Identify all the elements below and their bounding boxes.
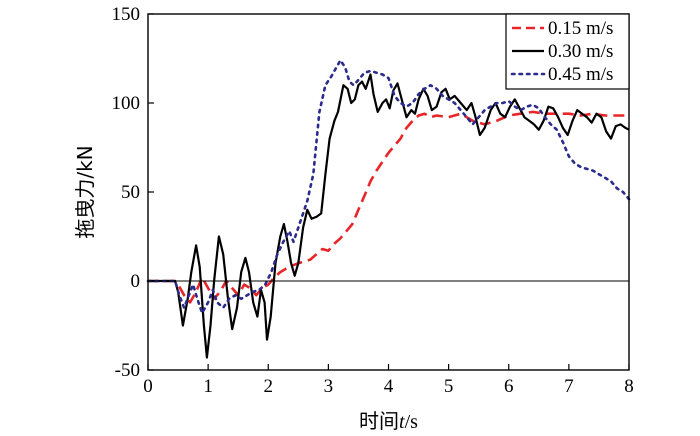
x-tick-label: 5 [444,376,454,397]
x-axis-label-unit: /s [405,411,419,433]
y-tick-label: -50 [115,360,140,381]
series-line-3 [146,59,631,315]
legend: 0.15 m/s0.30 m/s0.45 m/s [505,13,630,90]
y-axis-label: 拖曳力/kN [73,145,97,238]
y-tick-label: 150 [112,4,141,25]
series-line-1 [148,110,629,304]
y-tick-label: 50 [121,182,140,203]
x-tick-label: 4 [384,376,394,397]
legend-label: 0.30 m/s [548,41,613,62]
x-tick-label: 2 [264,376,274,397]
legend-label: 0.15 m/s [548,18,613,39]
x-tick-labels: 0 1 2 3 4 5 6 7 8 [143,376,634,397]
x-tick-label: 1 [203,376,213,397]
series-line-2 [148,73,630,359]
axis-ticks [147,13,630,371]
x-tick-label: 0 [143,376,153,397]
y-tick-labels: -50 0 50 100 150 [112,4,141,381]
plot-lines [146,59,631,359]
legend-label: 0.45 m/s [548,64,613,85]
legend-box [505,13,630,90]
x-axis-label-variable: t [399,411,405,433]
y-tick-label: 0 [131,271,141,292]
y-tick-label: 100 [112,93,141,114]
x-tick-label: 3 [324,376,334,397]
x-tick-label: 7 [564,376,574,397]
x-tick-label: 6 [504,376,514,397]
x-axis-label: 时间t/s [359,409,418,433]
x-tick-label: 8 [624,376,634,397]
x-axis-label-prefix: 时间 [359,409,399,433]
